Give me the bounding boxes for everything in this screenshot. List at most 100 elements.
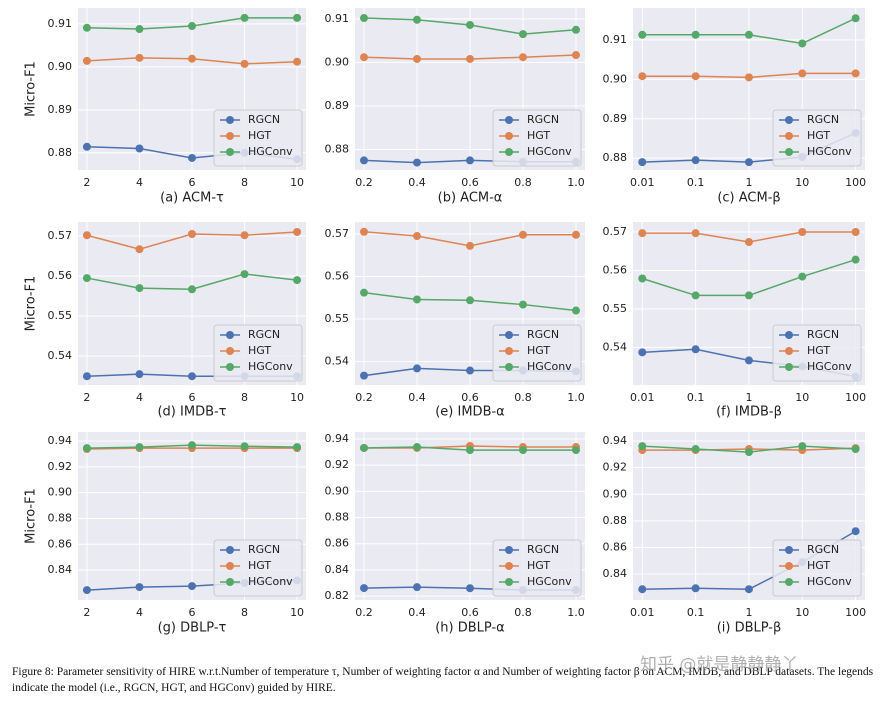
y-tick-label: 0.91 [48,17,73,30]
data-point [851,227,860,236]
panel: 0.88 0.89 0.90 0.91 0.01 0.1 1 10 100 (c) ACM-β RG… [603,8,866,206]
legend-label: HGConv [807,575,852,588]
legend: RGCN HGT HGConv [492,539,582,597]
x-tick-label: 10 [290,176,304,189]
panel: 0.54 0.55 0.56 0.57 2 4 6 8 10 (d) IMDB-τ Micro-F1… [24,222,306,420]
x-tick-label: 0.01 [630,176,655,189]
data-point [188,582,196,591]
data-point [188,372,196,381]
y-tick-label: 0.94 [48,434,73,447]
data-point [240,13,249,22]
x-tick-label: 0.4 [408,176,426,189]
y-tick-label: 0.86 [48,537,73,550]
legend: RGCN HGT HGConv [772,109,862,167]
x-tick-label: 4 [136,391,143,404]
legend: RGCN HGT HGConv [213,324,303,382]
y-tick-label: 0.91 [325,12,350,25]
data-point [466,156,474,165]
data-point [360,584,369,593]
legend-label: HGConv [527,575,572,588]
data-point [638,30,647,39]
legend-marker [505,347,513,355]
legend-marker [785,331,793,339]
x-tick-label: 1.0 [567,176,585,189]
y-tick-label: 0.92 [603,461,628,474]
x-tick-label: 2 [83,391,90,404]
legend-marker [785,148,793,156]
y-tick-label: 0.82 [325,589,350,602]
panel: 0.82 0.84 0.86 0.88 0.90 0.92 0.94 0.2 0.4 0.6 0.8… [325,432,585,636]
data-point [413,15,422,24]
x-tick-label: 0.6 [461,391,479,404]
legend-label: RGCN [527,328,559,341]
legend-marker [785,578,793,586]
data-point [240,442,249,451]
legend-label: HGT [807,344,830,357]
x-tick-label: 0.4 [408,391,426,404]
legend-label: HGT [248,129,271,142]
legend-label: HGT [527,129,550,142]
x-tick-label: 8 [241,391,248,404]
y-tick-label: 0.94 [603,434,628,447]
legend-marker [505,546,513,554]
legend-label: RGCN [248,113,280,126]
data-point [360,227,369,236]
data-point [691,445,700,454]
data-point [691,156,700,165]
data-point [851,527,860,536]
legend-marker [505,148,513,156]
data-point [466,20,474,29]
legend-label: HGConv [248,360,293,373]
data-point [798,69,807,78]
x-tick-label: 10 [795,176,809,189]
data-point [798,39,807,48]
x-tick-label: 10 [795,606,809,619]
data-point [744,237,753,246]
y-tick-label: 0.86 [603,540,628,553]
y-tick-label: 0.92 [325,458,350,471]
legend-marker [785,562,793,570]
x-tick-label: 0.1 [687,391,705,404]
data-point [851,14,860,23]
legend: RGCN HGT HGConv [492,324,582,382]
x-tick-label: 1.0 [567,606,585,619]
data-point [188,285,196,294]
data-point [82,231,91,240]
chart-title: (g) DBLP-τ [158,621,227,636]
panel: 0.84 0.86 0.88 0.90 0.92 0.94 0.01 0.1 1 10 100 (i)… [603,432,866,636]
data-point [851,445,860,454]
data-point [188,153,196,162]
legend-marker [505,363,513,371]
legend-label: RGCN [807,113,839,126]
data-point [413,583,422,592]
data-point [638,442,647,451]
x-tick-label: 10 [290,391,304,404]
legend-marker [505,578,513,586]
y-tick-label: 0.89 [48,103,73,116]
x-tick-label: 100 [845,176,866,189]
x-tick-label: 0.6 [461,176,479,189]
data-point [466,584,474,593]
y-tick-label: 0.86 [325,537,350,550]
legend-marker [226,546,234,554]
y-tick-label: 0.90 [48,486,73,499]
data-point [240,231,249,240]
data-point [413,443,422,452]
figure: 0.880.890.900.912 4 6 8 10(a) ACM-τMicro-F1R… [24,8,866,636]
data-point [82,142,91,151]
legend: RGCN HGT HGConv [213,109,303,167]
panel: 0.88 0.89 0.90 0.91 0.2 0.4 0.6 0.8 1.0 (b) ACM-α… [325,8,585,206]
data-point [135,53,144,62]
data-point [82,56,91,65]
data-point [691,229,700,238]
legend-label: RGCN [527,113,559,126]
legend: RGCN HGT HGConv [772,539,862,597]
x-tick-label: 0.01 [630,391,655,404]
x-tick-label: 4 [136,606,143,619]
data-point [240,59,249,68]
x-tick-label: 0.2 [355,606,373,619]
y-tick-label: 0.84 [325,563,350,576]
data-point [135,443,144,452]
y-axis-label: Micro-F1 [24,61,39,117]
legend-marker [226,331,234,339]
